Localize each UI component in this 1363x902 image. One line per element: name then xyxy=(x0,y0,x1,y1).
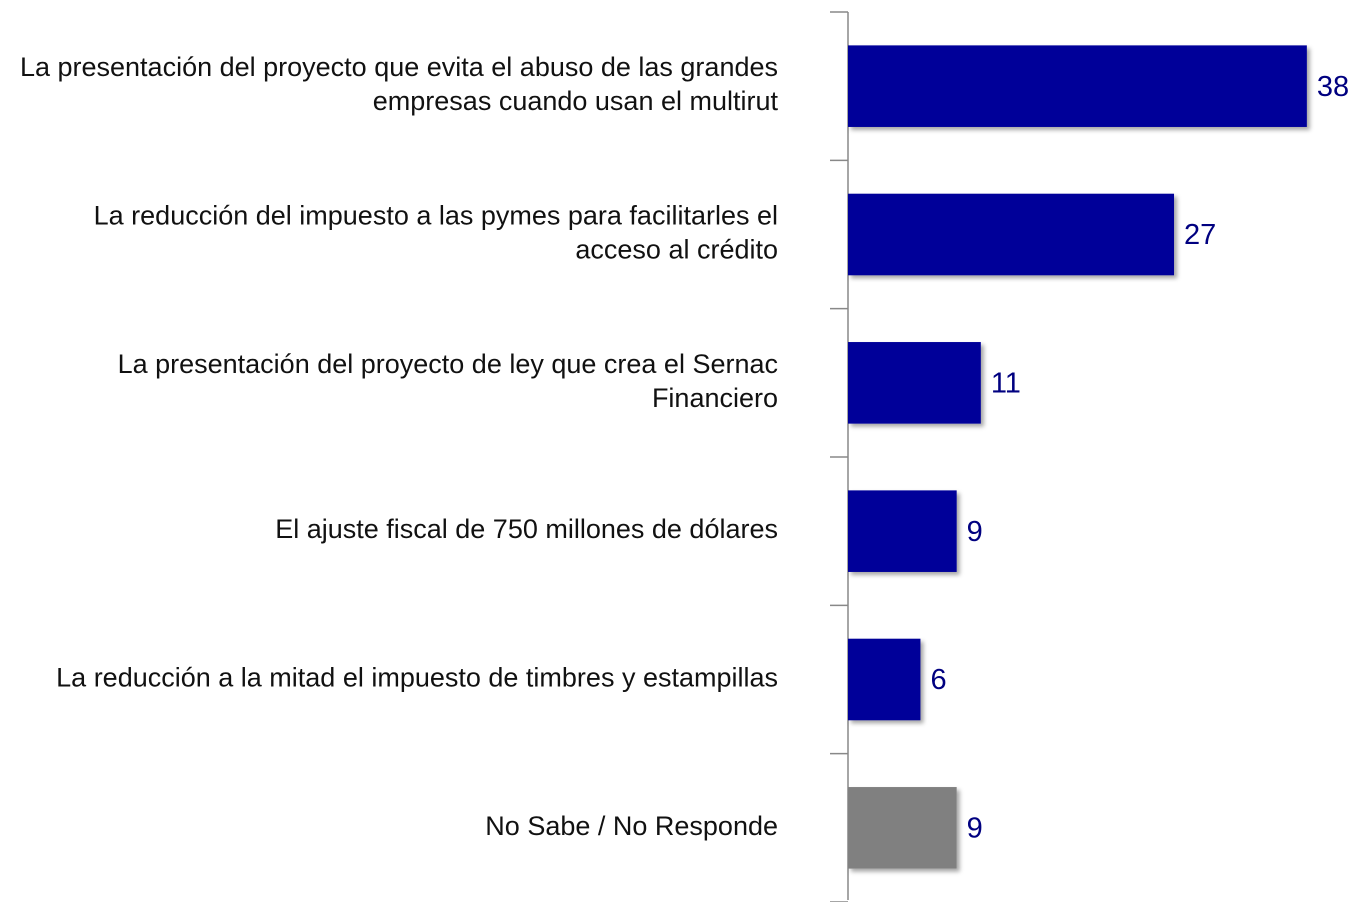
category-label: La presentación del proyecto que evita e… xyxy=(20,52,779,116)
value-label: 6 xyxy=(930,664,946,696)
bar xyxy=(848,490,957,572)
category-label: La presentación del proyecto de ley que … xyxy=(118,349,778,413)
bar xyxy=(848,342,981,424)
bar xyxy=(848,638,921,721)
value-label: 27 xyxy=(1184,219,1216,251)
bar xyxy=(848,787,957,869)
value-label: 9 xyxy=(967,516,983,548)
value-label: 9 xyxy=(967,812,983,844)
category-label: El ajuste fiscal de 750 millones de dóla… xyxy=(275,514,778,544)
bar xyxy=(848,193,1175,276)
category-label: No Sabe / No Responde xyxy=(485,811,778,841)
category-label: La reducción del impuesto a las pymes pa… xyxy=(94,201,778,265)
category-label: La reducción a la mitad el impuesto de t… xyxy=(56,663,778,693)
value-label: 11 xyxy=(991,367,1021,399)
value-label: 38 xyxy=(1317,71,1349,103)
bar xyxy=(848,45,1307,127)
